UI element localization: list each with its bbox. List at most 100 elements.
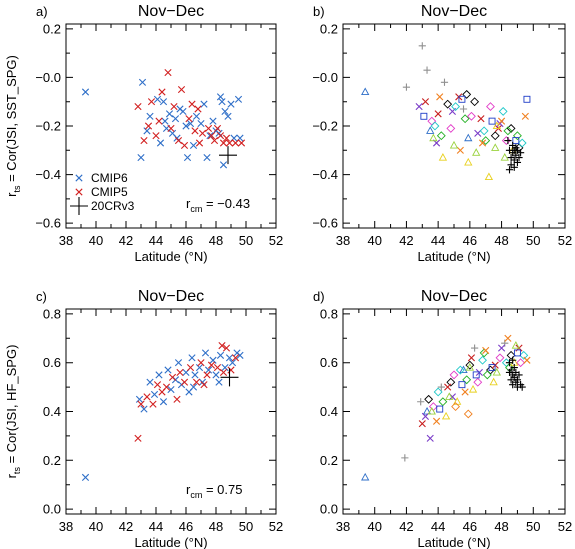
panel-3: 38 40 42 44 46 48 50 52 0.0 0.2 0.4 0.6 0.8 Nov−Dec c)… xyxy=(4,288,283,549)
plus-marker xyxy=(513,376,522,384)
x-marker xyxy=(174,359,183,367)
x-marker xyxy=(215,378,223,386)
x-marker xyxy=(234,95,243,103)
x-marker xyxy=(165,110,174,118)
x-marker xyxy=(225,354,234,362)
legend-label: CMIP6 xyxy=(91,171,128,185)
x-marker xyxy=(180,378,189,386)
triangle-marker xyxy=(500,153,509,161)
plus-marker xyxy=(510,363,518,372)
x-marker xyxy=(75,174,83,182)
x-marker xyxy=(153,381,162,389)
x-marker xyxy=(228,359,237,367)
x-tick-label: 40 xyxy=(367,519,381,534)
x-marker xyxy=(209,356,217,364)
x-marker xyxy=(219,161,228,169)
square-marker xyxy=(512,137,520,145)
x-tick-label: 38 xyxy=(336,233,350,248)
diamond-marker xyxy=(449,370,459,380)
y-tick-label: −0.0 xyxy=(35,70,61,85)
x-marker xyxy=(227,366,235,374)
x-marker xyxy=(195,139,204,147)
x-marker xyxy=(426,434,434,442)
y-tick-label: 0.6 xyxy=(320,355,338,370)
x-tick-label: 52 xyxy=(558,519,572,534)
square-marker xyxy=(488,364,496,372)
x-marker xyxy=(197,119,205,128)
x-marker xyxy=(210,136,219,145)
diamond-marker xyxy=(486,102,495,112)
plus-marker xyxy=(220,368,239,387)
x-marker xyxy=(421,98,430,106)
x-marker xyxy=(143,127,151,135)
y-tick-label: −0.4 xyxy=(35,167,61,182)
diamond-marker xyxy=(446,377,456,387)
x-marker xyxy=(213,363,222,372)
y-tick-label: 0.8 xyxy=(43,306,61,321)
triangle-marker xyxy=(491,143,500,151)
y-tick-label: −0.4 xyxy=(312,167,338,182)
y-axis-label-rest: = Cor(JSI, HF_SPG) xyxy=(4,345,19,467)
triangle-marker xyxy=(492,121,501,130)
x-marker xyxy=(221,107,229,116)
plus-marker xyxy=(517,149,525,157)
diamond-marker xyxy=(424,394,434,404)
diamond-marker xyxy=(446,123,456,133)
x-marker xyxy=(161,117,169,125)
diamond-marker xyxy=(517,138,527,148)
diamond-marker xyxy=(463,409,473,419)
diamond-marker xyxy=(519,350,529,360)
x-marker xyxy=(186,363,195,372)
panel-2: 38 40 42 44 46 48 50 52 −0.6 −0.4 −0.2 −0.0 0.2 Nov−D… xyxy=(312,3,572,264)
diamond-marker xyxy=(427,116,437,126)
correlation-annotation: rcm = −0.43 xyxy=(186,196,250,214)
x-tick-label: 52 xyxy=(269,233,283,248)
diamond-marker xyxy=(443,99,453,109)
diamond-marker xyxy=(455,365,465,375)
diamond-marker xyxy=(467,111,476,121)
triangle-marker xyxy=(438,153,448,161)
x-marker xyxy=(216,93,225,101)
plus-marker xyxy=(423,66,431,74)
diamond-marker xyxy=(503,126,513,136)
x-marker xyxy=(179,107,187,116)
x-marker xyxy=(444,383,452,391)
x-tick-label: 40 xyxy=(367,233,381,248)
legend-label: 20CRv3 xyxy=(91,199,135,213)
x-marker xyxy=(146,378,154,386)
x-marker xyxy=(477,115,485,123)
x-marker xyxy=(191,127,199,135)
x-marker xyxy=(167,124,175,133)
diamond-marker xyxy=(462,375,472,385)
x-marker xyxy=(81,473,90,481)
x-tick-label: 48 xyxy=(494,233,508,248)
x-marker xyxy=(176,368,184,377)
x-tick-label: 52 xyxy=(269,519,283,534)
x-tick-label: 48 xyxy=(209,519,223,534)
diamond-marker xyxy=(433,387,443,397)
triangle-marker xyxy=(511,341,521,349)
square-marker xyxy=(458,381,466,389)
x-axis-label: Latitude (°N) xyxy=(417,249,490,264)
x-marker xyxy=(171,115,180,123)
data-points xyxy=(361,334,531,481)
diamond-marker xyxy=(478,355,487,365)
x-marker xyxy=(197,359,205,367)
x-marker xyxy=(143,393,151,401)
panel-title: Nov−Dec xyxy=(138,288,204,305)
diamond-marker xyxy=(482,370,492,380)
square-marker xyxy=(523,95,531,103)
plus-marker xyxy=(515,371,523,379)
x-marker xyxy=(188,100,196,108)
panel-title: Nov−Dec xyxy=(138,3,204,20)
x-marker xyxy=(421,412,430,420)
diamond-marker xyxy=(479,126,489,136)
x-marker xyxy=(159,98,168,106)
panel-1: 38 40 42 44 46 48 50 52 −0.6 −0.4 −0.2 −0.0 0.2 Nov−D… xyxy=(4,3,283,264)
x-marker xyxy=(203,371,211,379)
diamond-marker xyxy=(516,358,526,368)
triangle-marker xyxy=(492,367,501,376)
y-tick-label: 0.2 xyxy=(43,21,61,36)
x-marker xyxy=(236,351,244,359)
x-marker xyxy=(75,188,83,196)
